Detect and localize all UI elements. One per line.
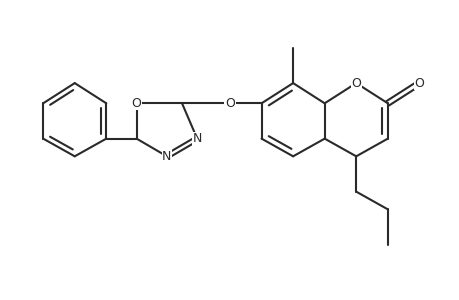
Text: O: O (414, 76, 423, 90)
Text: O: O (351, 76, 360, 90)
Text: N: N (192, 132, 202, 145)
Text: N: N (162, 150, 171, 163)
Text: O: O (224, 97, 235, 110)
Text: O: O (131, 97, 141, 110)
